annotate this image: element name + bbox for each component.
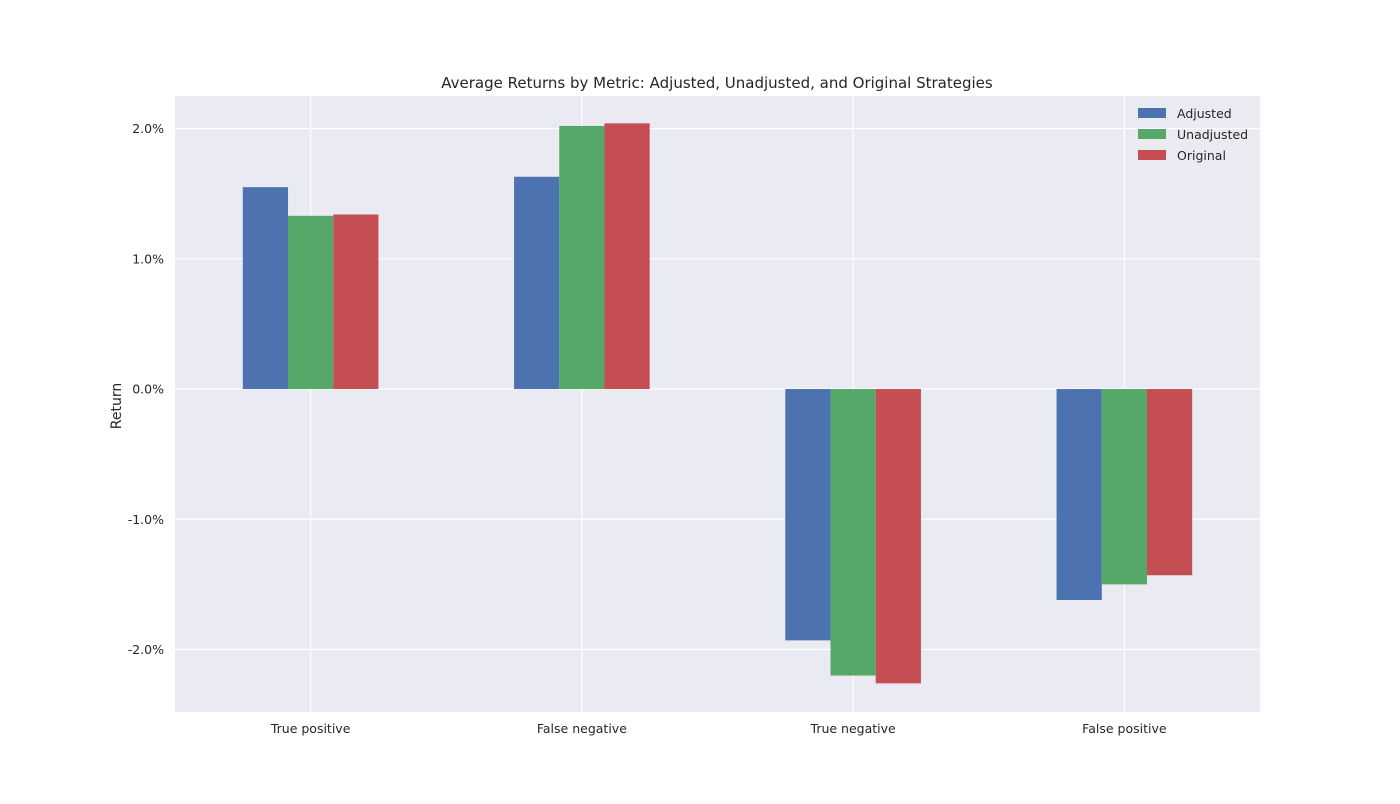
legend: Adjusted Unadjusted Original xyxy=(1138,106,1248,163)
y-tick-label: -1.0% xyxy=(128,512,164,527)
bar-unadjusted-2 xyxy=(830,389,876,676)
legend-swatch xyxy=(1138,150,1166,160)
y-tick-label: 1.0% xyxy=(132,251,164,266)
bar-unadjusted-0 xyxy=(288,215,334,390)
bar-original-1 xyxy=(604,123,650,390)
legend-label: Adjusted xyxy=(1177,106,1232,121)
y-tick-label: 0.0% xyxy=(132,382,164,397)
bar-original-0 xyxy=(333,214,379,390)
bars xyxy=(242,123,1193,684)
tick-labels: 2.0% 1.0% 0.0% -1.0% -2.0% True positive False… xyxy=(128,121,1167,736)
bar-unadjusted-1 xyxy=(559,125,605,390)
bar-adjusted-0 xyxy=(242,187,289,390)
legend-swatch xyxy=(1138,108,1166,118)
x-tick-label: True positive xyxy=(270,721,351,736)
x-tick-label: True negative xyxy=(810,721,897,736)
bar-adjusted-1 xyxy=(514,176,560,390)
x-tick-label: False negative xyxy=(537,721,627,736)
chart-title: Average Returns by Metric: Adjusted, Una… xyxy=(441,74,993,92)
y-tick-label: -2.0% xyxy=(128,642,164,657)
bar-adjusted-3 xyxy=(1056,389,1102,600)
bar-adjusted-2 xyxy=(785,389,831,641)
bar-original-2 xyxy=(875,389,921,684)
y-axis-label: Return xyxy=(109,383,125,429)
legend-label: Original xyxy=(1177,148,1226,163)
bar-unadjusted-3 xyxy=(1101,389,1147,585)
legend-swatch xyxy=(1138,129,1166,139)
y-tick-label: 2.0% xyxy=(132,121,164,136)
legend-label: Unadjusted xyxy=(1177,127,1248,142)
bar-original-3 xyxy=(1146,389,1193,576)
x-tick-label: False positive xyxy=(1082,721,1167,736)
